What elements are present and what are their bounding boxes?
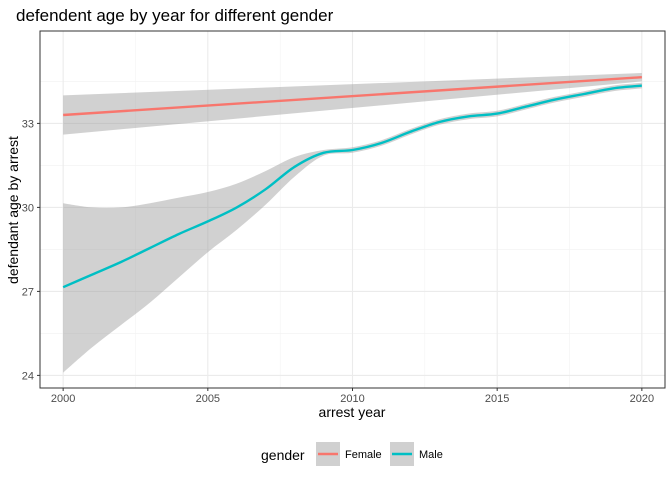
series-line-female xyxy=(63,76,642,117)
y-tick-label: 30 xyxy=(22,202,34,214)
y-axis: 24 27 30 33 xyxy=(22,118,40,382)
x-tick-label: 2020 xyxy=(630,393,654,405)
x-tick-label: 2005 xyxy=(196,393,220,405)
series-lines xyxy=(62,76,642,289)
ci-ribbon-male xyxy=(63,82,642,373)
x-axis: 2000 2005 2010 2015 2020 xyxy=(51,388,654,405)
series-line-male xyxy=(62,84,642,289)
y-tick-label: 27 xyxy=(22,286,34,298)
legend-title: gender xyxy=(261,447,305,463)
x-tick-label: 2000 xyxy=(51,393,75,405)
legend: gender Female Male xyxy=(261,442,443,466)
y-axis-title: defendant age by arrest xyxy=(5,136,21,284)
confidence-ribbons xyxy=(63,73,642,373)
y-tick-label: 24 xyxy=(22,370,34,382)
x-axis-title: arrest year xyxy=(319,404,386,420)
y-tick-label: 33 xyxy=(22,118,34,130)
x-tick-label: 2010 xyxy=(340,393,364,405)
legend-label-female: Female xyxy=(345,449,382,461)
legend-label-male: Male xyxy=(419,449,443,461)
x-tick-label: 2015 xyxy=(485,393,509,405)
chart-title: defendent age by year for different gend… xyxy=(16,6,334,25)
grid-major xyxy=(40,31,665,388)
ci-ribbon-female xyxy=(63,73,642,135)
